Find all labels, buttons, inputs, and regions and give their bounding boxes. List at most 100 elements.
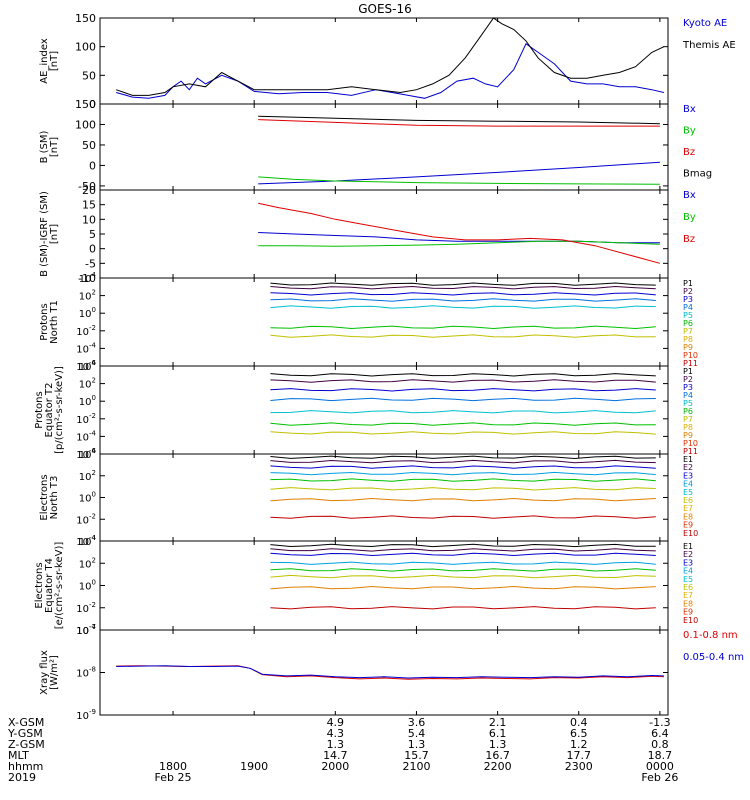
y-tick-label: 10-7: [76, 623, 96, 637]
y-tick-label: 10-2: [76, 512, 96, 526]
legend-entry: By: [683, 126, 696, 137]
y-axis-label: AE_index: [39, 38, 50, 84]
flux-level-line: [270, 325, 656, 330]
series-line: [258, 161, 660, 185]
legend-entry: P10: [683, 351, 698, 360]
axis-row-value: 4.9: [327, 716, 345, 729]
y-tick-exponent: -4: [89, 534, 97, 542]
y-tick-label: 10-8: [76, 666, 96, 680]
y-tick-label: 10-2: [76, 601, 96, 615]
legend-entry: P7: [683, 415, 693, 424]
flux-level-line: [270, 459, 656, 464]
legend-entry: Bmag: [683, 169, 712, 180]
flux-level-line: [270, 388, 656, 392]
panel-frame: [99, 629, 669, 716]
flux-level-line: [270, 487, 656, 491]
flux-level-line: [270, 285, 656, 290]
y-axis-label: [p/(cm²-s-sr-keV)]: [54, 366, 65, 454]
legend-entry: E7: [683, 591, 693, 600]
legend-entry: By: [683, 212, 696, 223]
y-tick-label: 100: [79, 306, 96, 320]
time-tick-label: 1900: [240, 760, 268, 773]
legend-entry: P1: [683, 279, 693, 288]
legend-entry: 0.05-0.4 nm: [683, 652, 744, 663]
y-tick-exponent: -4: [89, 341, 97, 349]
series-line: [116, 43, 665, 99]
axis-row-value: 15.7: [404, 749, 429, 762]
legend-entry: P3: [683, 383, 693, 392]
y-tick-exponent: -2: [89, 324, 96, 332]
y-tick-exponent: -2: [89, 601, 96, 609]
legend-entry: Bz: [683, 234, 695, 245]
axis-row-label: hhmm: [8, 760, 43, 773]
y-tick-label: 104: [79, 447, 97, 461]
legend-entry: E2: [683, 550, 693, 559]
flux-level-line: [270, 548, 656, 552]
y-tick-label: -50: [78, 180, 96, 193]
flux-level-line: [270, 568, 656, 572]
y-tick-exponent: 0: [92, 306, 96, 314]
y-axis-label: Electrons: [34, 562, 45, 608]
y-axis-label: B (SM)-IGRF (SM): [39, 191, 50, 277]
time-tick-label: 2000: [321, 760, 349, 773]
y-tick-label: 0: [89, 159, 96, 172]
y-tick-label: 104: [79, 534, 97, 548]
axis-row-value: -1.3: [649, 716, 670, 729]
y-tick-exponent: 2: [92, 556, 96, 564]
y-tick-exponent: -4: [89, 623, 97, 631]
y-tick-exponent: -6: [89, 447, 97, 455]
y-tick-label: 100: [79, 491, 96, 505]
flux-level-line: [270, 478, 656, 482]
legend-entry: E8: [683, 599, 693, 608]
y-tick-label: 102: [79, 469, 96, 483]
legend-entry: 0.1-0.8 nm: [683, 630, 738, 641]
axis-row-value: 17.7: [566, 749, 591, 762]
y-tick-label: 50: [82, 139, 96, 152]
y-axis-label: Equator T4: [44, 558, 55, 613]
legend-entry: P3: [683, 295, 693, 304]
flux-level-line: [270, 561, 656, 565]
flux-level-line: [270, 497, 656, 502]
legend-entry: P9: [683, 343, 693, 352]
y-tick-exponent: 0: [92, 491, 96, 499]
y-tick-label: 102: [79, 377, 96, 391]
legend-entry: E10: [683, 529, 698, 538]
axis-row-value: 16.7: [485, 749, 510, 762]
legend-entry: Bx: [683, 190, 696, 201]
y-tick-label: 10-2: [76, 412, 96, 426]
axis-row-value: 5.4: [408, 727, 426, 740]
flux-level-line: [270, 574, 656, 579]
y-tick-exponent: 0: [92, 579, 96, 587]
series-line: [116, 665, 664, 679]
y-axis-label: [nT]: [49, 51, 60, 71]
legend-entry: E3: [683, 471, 693, 480]
flux-level-line: [270, 606, 656, 610]
time-tick-label: 2300: [565, 760, 593, 773]
y-axis-label: North T1: [49, 300, 60, 344]
axis-row-value: 14.7: [323, 749, 348, 762]
flux-level-line: [270, 292, 656, 296]
flux-level-line: [270, 543, 656, 548]
y-tick-label: 100: [75, 118, 96, 131]
time-tick-label: 0000: [646, 760, 674, 773]
y-tick-label: 100: [79, 579, 96, 593]
time-tick-label: 2200: [484, 760, 512, 773]
legend-entry: P2: [683, 287, 693, 296]
y-tick-label: 0: [89, 98, 96, 111]
flux-level-line: [270, 422, 656, 426]
flux-level-line: [270, 552, 656, 557]
axis-row-value: 2.1: [489, 716, 507, 729]
y-axis-label: North T3: [49, 476, 60, 520]
end-date-label: Feb 26: [641, 771, 678, 784]
y-tick-exponent: 2: [92, 469, 96, 477]
panel-frame: [99, 103, 669, 191]
axis-row-value: 4.3: [327, 727, 345, 740]
flux-level-line: [270, 455, 656, 460]
y-axis-label: [nT]: [49, 137, 60, 157]
axis-row-value: 1.3: [327, 738, 345, 751]
series-line: [258, 176, 660, 185]
